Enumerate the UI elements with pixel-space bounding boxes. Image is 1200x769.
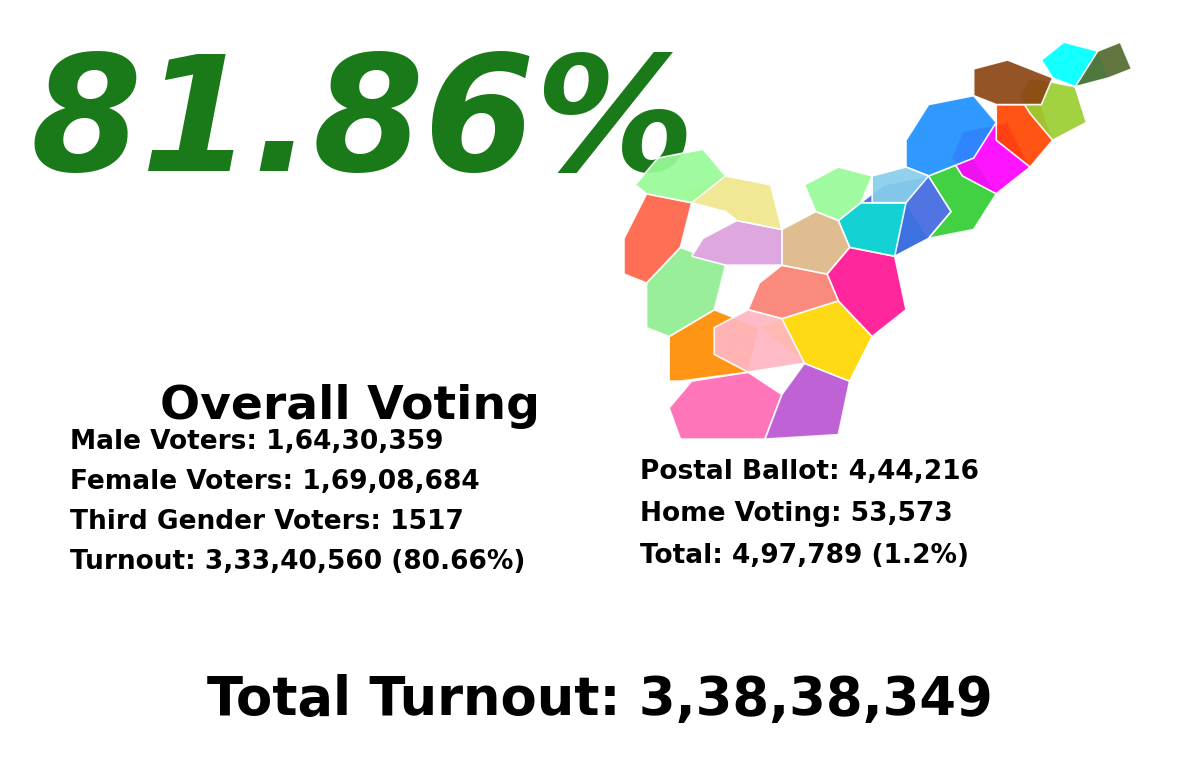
Polygon shape xyxy=(624,194,691,283)
Polygon shape xyxy=(860,176,952,256)
Polygon shape xyxy=(635,149,726,203)
Polygon shape xyxy=(996,105,1052,167)
Polygon shape xyxy=(906,95,996,176)
Polygon shape xyxy=(929,158,996,238)
Polygon shape xyxy=(973,60,1052,105)
Text: Postal Ballot: 4,44,216: Postal Ballot: 4,44,216 xyxy=(640,459,979,485)
Text: Total Turnout: 3,38,38,349: Total Turnout: 3,38,38,349 xyxy=(208,674,992,726)
Text: Home Voting: 53,573: Home Voting: 53,573 xyxy=(640,501,953,527)
Text: Third Gender Voters: 1517: Third Gender Voters: 1517 xyxy=(70,509,464,535)
Polygon shape xyxy=(670,372,782,439)
Text: Turnout: 3,33,40,560 (80.66%): Turnout: 3,33,40,560 (80.66%) xyxy=(70,549,526,575)
Polygon shape xyxy=(872,167,929,203)
Text: Total: 4,97,789 (1.2%): Total: 4,97,789 (1.2%) xyxy=(640,543,970,569)
Polygon shape xyxy=(1075,42,1132,87)
Text: Male Voters: 1,64,30,359: Male Voters: 1,64,30,359 xyxy=(70,429,444,455)
Polygon shape xyxy=(680,176,782,229)
Polygon shape xyxy=(647,248,726,337)
Polygon shape xyxy=(714,310,804,372)
Text: Overall Voting: Overall Voting xyxy=(160,384,540,429)
Text: 81.86%: 81.86% xyxy=(30,49,695,204)
Polygon shape xyxy=(748,265,839,318)
Text: Female Voters: 1,69,08,684: Female Voters: 1,69,08,684 xyxy=(70,469,480,495)
Polygon shape xyxy=(782,211,850,274)
Polygon shape xyxy=(760,301,872,381)
Polygon shape xyxy=(839,203,929,256)
Polygon shape xyxy=(766,363,850,439)
Polygon shape xyxy=(670,310,760,381)
Polygon shape xyxy=(1042,42,1109,87)
Polygon shape xyxy=(1019,78,1086,140)
Polygon shape xyxy=(804,167,872,221)
Polygon shape xyxy=(691,221,782,265)
Polygon shape xyxy=(827,248,906,337)
Polygon shape xyxy=(952,122,1030,194)
